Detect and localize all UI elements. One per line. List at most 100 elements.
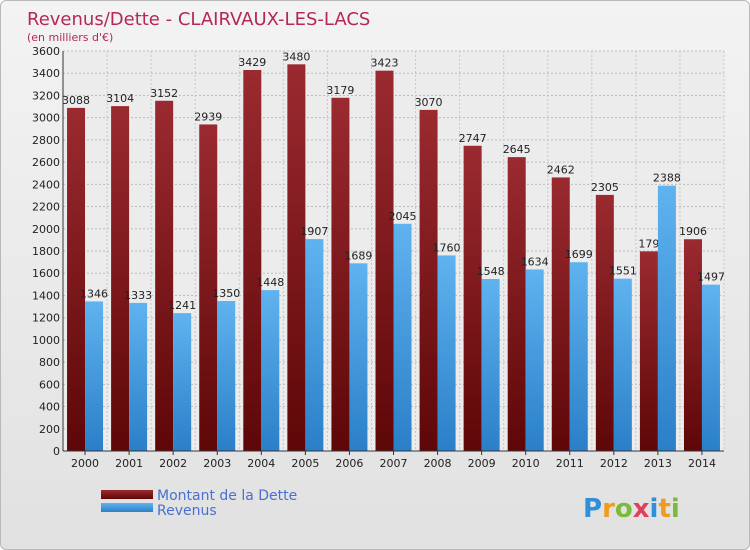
bar-revenus bbox=[173, 313, 192, 451]
x-tick-label: 2008 bbox=[424, 457, 452, 470]
data-label-revenus: 2045 bbox=[389, 210, 417, 223]
bar-dette bbox=[551, 177, 570, 451]
data-label-dette: 2939 bbox=[194, 110, 222, 123]
bar-dette bbox=[595, 194, 614, 451]
y-tick-label: 200 bbox=[39, 423, 60, 436]
bar-dette bbox=[639, 251, 658, 451]
bar-revenus bbox=[85, 301, 104, 451]
x-tick-label: 2013 bbox=[644, 457, 672, 470]
y-tick-label: 1400 bbox=[32, 289, 60, 302]
x-tick-label: 2010 bbox=[512, 457, 540, 470]
data-label-revenus: 1548 bbox=[477, 265, 505, 278]
data-label-dette: 2747 bbox=[459, 132, 487, 145]
x-tick-label: 2007 bbox=[380, 457, 408, 470]
data-label-dette: 3429 bbox=[238, 56, 266, 69]
chart-title: Revenus/Dette - CLAIRVAUX-LES-LACS bbox=[27, 9, 370, 30]
bars-layer: 3088 1346 3104 1333 3152 1241 2939 1350 3429 1448… bbox=[62, 50, 725, 452]
x-tick-label: 2000 bbox=[71, 457, 99, 470]
logo-letter: P bbox=[583, 494, 602, 524]
x-tick-label: 2004 bbox=[247, 457, 275, 470]
logo-letter: i bbox=[650, 494, 659, 524]
bar-dette bbox=[111, 106, 130, 451]
y-tick-label: 3400 bbox=[32, 67, 60, 80]
x-tick-label: 2012 bbox=[600, 457, 628, 470]
x-tick-label: 2014 bbox=[688, 457, 716, 470]
y-tick-label: 1600 bbox=[32, 267, 60, 280]
legend-label-debt: Montant de la Dette bbox=[157, 488, 297, 504]
logo-letter: r bbox=[602, 494, 615, 524]
y-tick-label: 3600 bbox=[32, 45, 60, 58]
data-label-revenus: 1333 bbox=[124, 289, 152, 302]
x-tick-label: 2009 bbox=[468, 457, 496, 470]
bar-dette bbox=[287, 64, 306, 452]
bar-dette bbox=[331, 97, 350, 452]
data-label-revenus: 1241 bbox=[168, 299, 196, 312]
data-label-revenus: 1907 bbox=[300, 225, 328, 238]
data-label-dette: 3423 bbox=[371, 57, 399, 70]
legend: Montant de la Dette Revenus bbox=[101, 488, 297, 519]
data-label-dette: 3070 bbox=[415, 96, 443, 109]
y-tick-label: 2800 bbox=[32, 134, 60, 147]
y-tick-label: 1800 bbox=[32, 245, 60, 258]
bar-dette bbox=[199, 124, 218, 451]
bar-revenus bbox=[305, 239, 324, 451]
data-label-revenus: 1760 bbox=[433, 241, 461, 254]
proxiti-logo: Proxiti bbox=[583, 494, 680, 524]
legend-label-revenus: Revenus bbox=[157, 503, 217, 519]
bar-revenus bbox=[613, 278, 632, 451]
bar-revenus bbox=[129, 302, 148, 451]
data-label-revenus: 1634 bbox=[521, 255, 549, 268]
logo-letter: x bbox=[633, 494, 650, 524]
y-tick-label: 1200 bbox=[32, 312, 60, 325]
x-tick-label: 2002 bbox=[159, 457, 187, 470]
bar-revenus bbox=[701, 284, 720, 451]
bar-revenus bbox=[481, 279, 500, 451]
bar-dette bbox=[683, 239, 702, 451]
x-tick-label: 2006 bbox=[335, 457, 363, 470]
bar-revenus bbox=[657, 185, 676, 451]
bar-dette bbox=[463, 145, 482, 451]
y-tick-label: 800 bbox=[39, 356, 60, 369]
bar-dette bbox=[243, 70, 262, 451]
data-label-revenus: 1689 bbox=[344, 249, 372, 262]
x-tick-label: 2005 bbox=[291, 457, 319, 470]
bar-revenus bbox=[569, 262, 588, 451]
bar-revenus bbox=[393, 223, 412, 451]
data-label-dette: 3152 bbox=[150, 87, 178, 100]
data-label-dette: 3480 bbox=[282, 50, 310, 63]
bar-revenus bbox=[437, 255, 456, 451]
bar-dette bbox=[155, 100, 174, 452]
legend-swatch-debt bbox=[101, 490, 153, 499]
data-label-dette: 2462 bbox=[547, 163, 575, 176]
logo-letter: o bbox=[615, 494, 633, 524]
data-label-dette: 2645 bbox=[503, 143, 531, 156]
y-tick-label: 2200 bbox=[32, 201, 60, 214]
y-tick-label: 0 bbox=[53, 445, 60, 458]
data-label-dette: 179 bbox=[638, 237, 659, 250]
data-label-dette: 3088 bbox=[62, 94, 90, 107]
bar-revenus bbox=[525, 269, 544, 451]
data-label-dette: 1906 bbox=[679, 225, 707, 238]
data-label-revenus: 1448 bbox=[256, 276, 284, 289]
chart-subtitle: (en milliers d'€) bbox=[27, 31, 113, 44]
logo-letter: t bbox=[658, 494, 670, 524]
bar-revenus bbox=[217, 301, 236, 451]
data-label-revenus: 2388 bbox=[653, 172, 681, 185]
x-tick-label: 2011 bbox=[556, 457, 584, 470]
y-tick-label: 2600 bbox=[32, 156, 60, 169]
y-tick-label: 2000 bbox=[32, 223, 60, 236]
y-tick-label: 1000 bbox=[32, 334, 60, 347]
y-tick-label: 3200 bbox=[32, 89, 60, 102]
data-label-revenus: 1346 bbox=[80, 287, 108, 300]
data-label-dette: 2305 bbox=[591, 181, 619, 194]
data-label-dette: 3179 bbox=[326, 84, 354, 97]
data-label-revenus: 1350 bbox=[212, 287, 240, 300]
bar-dette bbox=[67, 107, 86, 451]
axis-layer: 0 200 400 600 800 1000 1200 1400 1600 1800 2000 220… bbox=[32, 45, 724, 470]
data-label-revenus: 1699 bbox=[565, 248, 593, 261]
x-tick-label: 2003 bbox=[203, 457, 231, 470]
bar-dette bbox=[507, 157, 526, 451]
bar-dette bbox=[375, 70, 394, 452]
